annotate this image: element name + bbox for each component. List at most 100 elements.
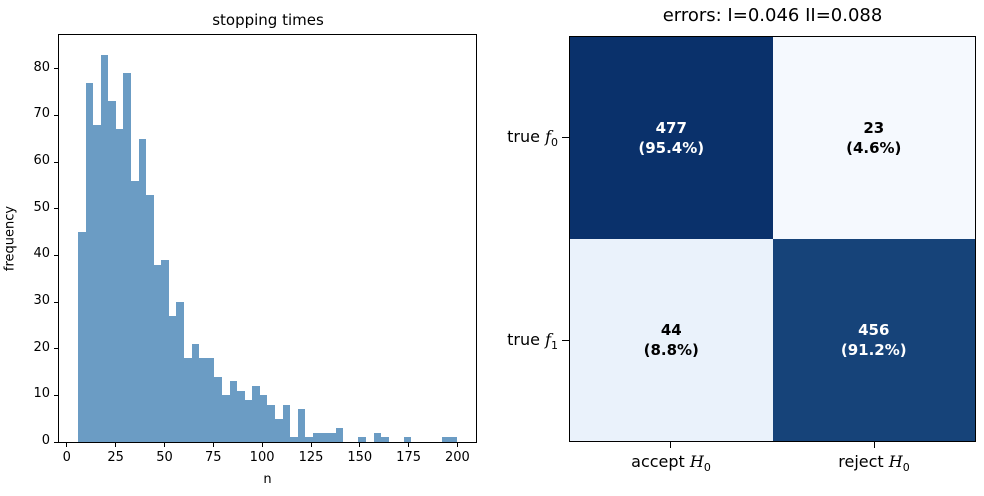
cell-percent: (95.4%) [638,139,705,157]
hist-bar [108,101,116,442]
hist-bar [184,358,192,442]
y-tick-mark [54,301,58,303]
x-tick-label: 50 [156,450,173,465]
hist-bar [214,376,222,442]
cell-value: 456 [858,321,890,339]
hist-bar [259,395,268,442]
y-tick-mark [54,114,58,116]
hist-bar [449,437,457,442]
cell-value: 477 [655,119,687,137]
matrix-col-tick [874,442,875,448]
y-tick-label: 20 [33,339,50,355]
hist-bar [267,404,275,442]
matrix-row-tick [562,340,569,341]
hist-bar [77,231,86,442]
hist-bar [123,73,131,442]
histogram-x-axis: 0 25 50 75 100 125 150 175 200 [58,443,477,469]
y-tick-mark [54,161,58,163]
x-tick-label: 175 [396,450,421,465]
hist-bar [153,264,162,442]
y-tick-mark [54,348,58,350]
hist-bar [290,437,298,442]
hist-bar [146,194,154,442]
hist-bar [85,82,94,442]
hist-bar [237,390,245,442]
cell-percent: (8.8%) [643,341,699,359]
histogram-title: stopping times [212,11,324,29]
row-label-symbol: f [545,330,551,349]
hist-bar [93,124,101,442]
matrix-cell-true-f0-reject: 23 (4.6%) [772,37,975,239]
histogram-bars [59,35,476,442]
hist-bar [320,432,329,442]
hist-bar [403,437,412,442]
x-tick-mark [310,443,312,447]
hist-bar [176,301,185,442]
hist-bar [130,180,139,442]
hist-bar [244,400,253,442]
hist-bar [115,129,124,442]
hist-bar [199,358,207,442]
hist-bar [305,437,313,442]
y-tick-mark [54,441,58,443]
histogram-axes [58,34,477,443]
x-tick-mark [164,443,165,447]
row-label-symbol: f [545,127,551,146]
x-tick-mark [359,443,361,447]
x-tick-label: 125 [298,450,324,465]
col-label-text: reject [838,452,889,471]
y-tick-mark [54,254,58,256]
matrix-cell-true-f1-accept: 44 (8.8%) [570,239,773,441]
hist-bar [138,138,147,442]
hist-bar [373,432,382,442]
x-tick-mark [66,443,68,447]
x-tick-mark [261,443,263,447]
x-tick-label: 25 [107,450,124,465]
hist-bar [161,259,169,442]
x-tick-label: 75 [205,450,222,465]
hist-bar [274,418,283,442]
col-label-text: accept [631,452,690,471]
cell-value: 44 [660,321,682,339]
row-label-text: true [507,330,546,349]
cell-percent: (91.2%) [840,341,907,359]
confusion-matrix: 477 (95.4%) 23 (4.6%) 44 (8.8%) 456 (91.… [569,36,976,442]
confusion-matrix-title: errors: I=0.046 II=0.088 [662,5,883,26]
row-label-subscript: 0 [551,136,558,150]
x-tick-label: 100 [249,450,275,465]
y-tick-label: 60 [33,153,50,168]
y-tick-mark [54,68,58,70]
histogram-ylabel: frequency [2,205,18,272]
y-tick-label: 80 [33,59,50,75]
row-label-true-f0: true f0 [430,127,558,149]
col-label-reject-h0: reject H0 [774,452,974,474]
hist-bar [335,428,344,442]
hist-bar [100,54,109,442]
x-tick-label: 150 [347,450,373,465]
hist-bar [282,404,291,442]
hist-bar [381,437,389,442]
histogram-y-axis: 0 10 20 30 40 50 60 70 80 [0,34,58,448]
x-tick-label: 0 [62,450,71,465]
y-tick-label: 70 [33,106,50,122]
col-label-symbol: H [888,452,903,471]
hist-bar [328,432,336,442]
hist-bar [229,381,238,442]
matrix-col-tick [670,442,671,448]
y-tick-label: 50 [33,199,50,215]
cell-value: 23 [863,119,885,137]
row-label-true-f1: true f1 [430,330,558,352]
cell-percent: (4.6%) [846,139,902,157]
hist-bar [191,343,200,442]
x-tick-mark [456,443,458,447]
hist-bar [221,395,230,442]
hist-bar [252,386,260,442]
x-tick-mark [115,443,117,447]
hist-bar [312,432,321,442]
x-tick-mark [212,443,214,447]
y-tick-label: 10 [33,386,50,402]
histogram-xlabel: n [263,472,272,487]
y-tick-label: 40 [33,246,50,262]
col-label-subscript: 0 [703,461,711,475]
hist-bar [441,437,450,442]
